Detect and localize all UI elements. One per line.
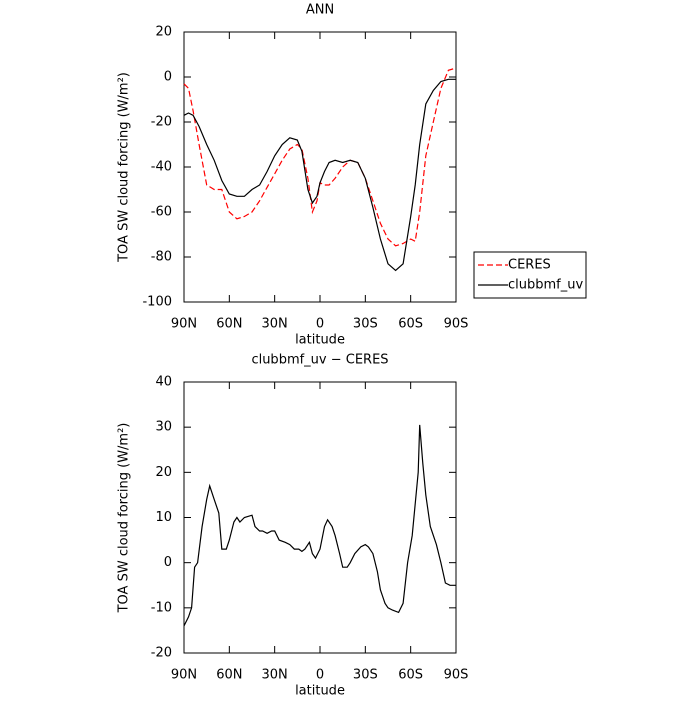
x-tick-label: 90S bbox=[444, 317, 469, 332]
legend-box bbox=[473, 251, 587, 299]
y-tick-label: -80 bbox=[151, 250, 172, 265]
y-tick-label: -40 bbox=[151, 160, 172, 175]
y-tick-label: -20 bbox=[151, 646, 172, 661]
x-tick-label: 60S bbox=[398, 668, 423, 683]
x-tick-label: 30N bbox=[262, 668, 288, 683]
chart-title: clubbmf_uv − CERES bbox=[251, 353, 388, 368]
x-tick-label: 90N bbox=[171, 317, 197, 332]
x-tick-label: 90S bbox=[444, 668, 469, 683]
x-tick-label: 60N bbox=[216, 317, 242, 332]
y-axis-label: TOA SW cloud forcing (W/m²) bbox=[117, 423, 132, 614]
x-tick-label: 0 bbox=[316, 668, 324, 683]
y-tick-label: 40 bbox=[155, 375, 172, 390]
y-tick-label: -100 bbox=[142, 295, 172, 310]
x-tick-label: 90N bbox=[171, 668, 197, 683]
y-tick-label: 30 bbox=[155, 420, 172, 435]
y-tick-label: -60 bbox=[151, 205, 172, 220]
legend-label: CERES bbox=[508, 258, 551, 273]
data-line bbox=[183, 67, 457, 247]
x-tick-label: 60N bbox=[216, 668, 242, 683]
legend-label: clubbmf_uv bbox=[508, 278, 583, 293]
y-tick-label: -20 bbox=[151, 115, 172, 130]
y-tick-label: 20 bbox=[155, 25, 172, 40]
y-tick-label: 10 bbox=[155, 510, 172, 525]
x-tick-label: 30S bbox=[353, 668, 378, 683]
data-line bbox=[183, 78, 456, 272]
x-tick-label: 60S bbox=[398, 317, 423, 332]
data-line bbox=[183, 424, 456, 627]
y-tick-label: 0 bbox=[164, 555, 172, 570]
y-tick-label: -10 bbox=[151, 600, 172, 615]
x-axis-label: latitude bbox=[295, 333, 345, 348]
chart-title: ANN bbox=[306, 3, 334, 18]
plot-frame bbox=[183, 381, 457, 654]
plot-frame bbox=[183, 31, 457, 303]
x-tick-label: 30S bbox=[353, 317, 378, 332]
y-axis-label: TOA SW cloud forcing (W/m²) bbox=[117, 72, 132, 263]
x-tick-label: 0 bbox=[316, 317, 324, 332]
y-tick-label: 20 bbox=[155, 465, 172, 480]
x-axis-label: latitude bbox=[295, 684, 345, 699]
y-tick-label: 0 bbox=[164, 70, 172, 85]
x-tick-label: 30N bbox=[262, 317, 288, 332]
